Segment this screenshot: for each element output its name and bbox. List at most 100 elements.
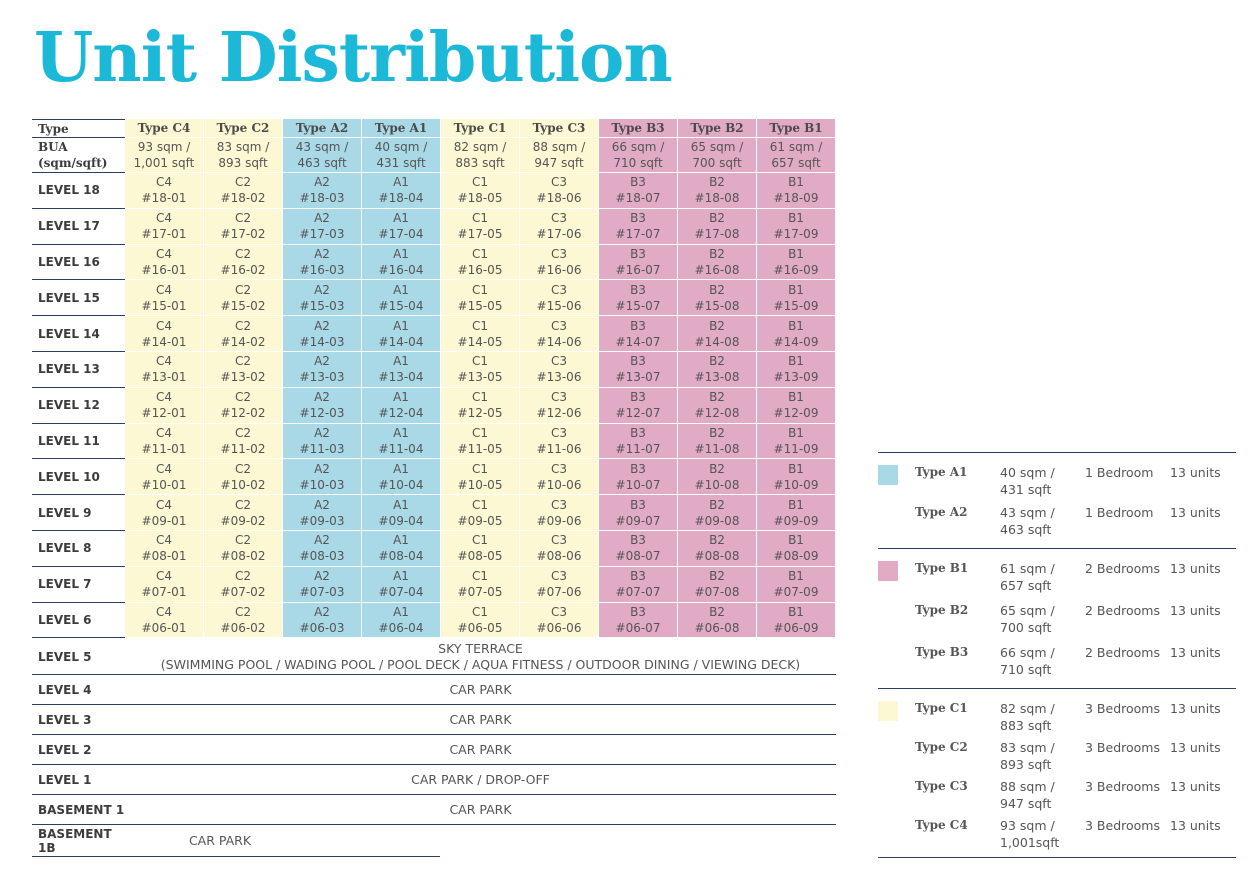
unit-type: C1 bbox=[471, 425, 488, 440]
unit-number: #08-04 bbox=[378, 549, 424, 564]
unit-cell: C3 #14-06 bbox=[520, 316, 599, 352]
unit-number: #13-09 bbox=[773, 370, 819, 385]
unit-number: #18-08 bbox=[694, 191, 740, 206]
bua-line: 893 sqft bbox=[218, 156, 268, 170]
bua-line: 88 sqm / bbox=[532, 140, 586, 154]
unit-number: #14-07 bbox=[615, 334, 661, 349]
unit-number: #12-05 bbox=[457, 406, 503, 421]
unit-type: C3 bbox=[550, 354, 567, 369]
unit-cell: C4 #14-01 bbox=[125, 316, 204, 352]
legend-type: Type C4 bbox=[915, 818, 968, 832]
unit-cell: B2 #17-08 bbox=[678, 208, 757, 245]
unit-number: #09-09 bbox=[773, 513, 819, 528]
unit-number: #08-02 bbox=[220, 549, 266, 564]
unit-type: A1 bbox=[393, 175, 409, 190]
unit-cell: A2 #10-03 bbox=[283, 459, 362, 496]
unit-cell: B2 #08-08 bbox=[678, 531, 757, 567]
unit-number: #15-07 bbox=[615, 298, 661, 313]
legend-size-line: 710 sqft bbox=[1000, 662, 1052, 677]
unit-type: C2 bbox=[234, 175, 251, 190]
row-rule bbox=[32, 734, 836, 735]
unit-cell: B3 #16-07 bbox=[599, 244, 678, 281]
unit-type: B1 bbox=[788, 175, 804, 190]
legend-bedrooms: 1 Bedroom bbox=[1085, 505, 1154, 520]
level-label: LEVEL 2 bbox=[38, 743, 92, 757]
unit-cell: C3 #16-06 bbox=[520, 244, 599, 281]
bua-line: 93 sqm / bbox=[137, 140, 191, 154]
legend-bedrooms: 3 Bedrooms bbox=[1085, 779, 1160, 794]
bua-cell: 88 sqm / 947 sqft bbox=[520, 138, 599, 173]
unit-cell: B1 #14-09 bbox=[757, 316, 836, 352]
legend-size-line: 431 sqft bbox=[1000, 482, 1052, 497]
unit-type: B1 bbox=[788, 569, 804, 584]
unit-cell: C4 #09-01 bbox=[125, 495, 204, 531]
unit-type: C1 bbox=[471, 318, 488, 333]
legend-units: 13 units bbox=[1170, 465, 1221, 480]
level-label: LEVEL 4 bbox=[38, 683, 92, 697]
unit-cell: B1 #09-09 bbox=[757, 495, 836, 531]
unit-cell: C3 #11-06 bbox=[520, 423, 599, 460]
unit-number: #15-08 bbox=[694, 298, 740, 313]
unit-cell: A1 #10-04 bbox=[362, 459, 441, 496]
unit-type: C1 bbox=[471, 461, 488, 476]
unit-type: B2 bbox=[709, 354, 725, 369]
unit-number: #11-09 bbox=[773, 441, 819, 456]
unit-type: B3 bbox=[630, 282, 646, 297]
legend-bedrooms: 2 Bedrooms bbox=[1085, 645, 1160, 660]
unit-type: B2 bbox=[709, 604, 725, 619]
unit-number: #17-03 bbox=[299, 227, 345, 242]
unit-number: #14-02 bbox=[220, 334, 266, 349]
unit-cell: C4 #10-01 bbox=[125, 459, 204, 496]
unit-type: C3 bbox=[550, 282, 567, 297]
unit-type: B3 bbox=[630, 604, 646, 619]
unit-cell: A2 #18-03 bbox=[283, 173, 362, 209]
unit-type: B2 bbox=[709, 390, 725, 405]
unit-type: C3 bbox=[550, 533, 567, 548]
unit-number: #10-03 bbox=[299, 477, 345, 492]
unit-number: #13-02 bbox=[220, 370, 266, 385]
legend-size: 83 sqm / 893 sqft bbox=[1000, 739, 1055, 773]
row-rule bbox=[32, 824, 836, 825]
unit-number: #14-06 bbox=[536, 334, 582, 349]
bua-cell: 93 sqm / 1,001 sqft bbox=[125, 138, 204, 173]
unit-cell: C2 #16-02 bbox=[204, 244, 283, 281]
unit-cell: B1 #18-09 bbox=[757, 173, 836, 209]
unit-number: #18-01 bbox=[141, 191, 187, 206]
unit-type: A2 bbox=[314, 569, 330, 584]
unit-type: A1 bbox=[393, 282, 409, 297]
unit-type: B3 bbox=[630, 533, 646, 548]
unit-cell: C1 #07-05 bbox=[441, 566, 520, 603]
unit-number: #11-07 bbox=[615, 441, 661, 456]
unit-type: C4 bbox=[155, 569, 172, 584]
bua-line: 65 sqm / bbox=[690, 140, 744, 154]
unit-number: #10-01 bbox=[141, 477, 187, 492]
unit-number: #16-08 bbox=[694, 262, 740, 277]
unit-number: #13-05 bbox=[457, 370, 503, 385]
unit-cell: A2 #14-03 bbox=[283, 316, 362, 352]
bua-line: 700 sqft bbox=[692, 156, 742, 170]
legend-type: Type A2 bbox=[915, 505, 968, 519]
unit-number: #07-01 bbox=[141, 585, 187, 600]
unit-type: C1 bbox=[471, 390, 488, 405]
unit-number: #14-01 bbox=[141, 334, 187, 349]
level-use-text: CAR PARK / DROP-OFF bbox=[411, 772, 550, 787]
unit-number: #15-03 bbox=[299, 298, 345, 313]
unit-cell: C1 #10-05 bbox=[441, 459, 520, 496]
unit-cell: C1 #08-05 bbox=[441, 531, 520, 567]
unit-cell: A1 #17-04 bbox=[362, 208, 441, 245]
unit-number: #16-09 bbox=[773, 262, 819, 277]
legend-swatch bbox=[878, 701, 898, 721]
unit-number: #18-09 bbox=[773, 191, 819, 206]
legend-units: 13 units bbox=[1170, 645, 1221, 660]
unit-cell: C1 #16-05 bbox=[441, 244, 520, 281]
legend-type: Type C1 bbox=[915, 701, 968, 715]
unit-number: #08-07 bbox=[615, 549, 661, 564]
unit-cell: B1 #07-09 bbox=[757, 566, 836, 603]
legend-swatch bbox=[878, 561, 898, 581]
column-header: Type A1 bbox=[362, 119, 441, 138]
unit-cell: C1 #18-05 bbox=[441, 173, 520, 209]
legend-size-line: 88 sqm / bbox=[1000, 779, 1055, 794]
unit-number: #14-05 bbox=[457, 334, 503, 349]
level-label: LEVEL 12 bbox=[32, 388, 125, 424]
